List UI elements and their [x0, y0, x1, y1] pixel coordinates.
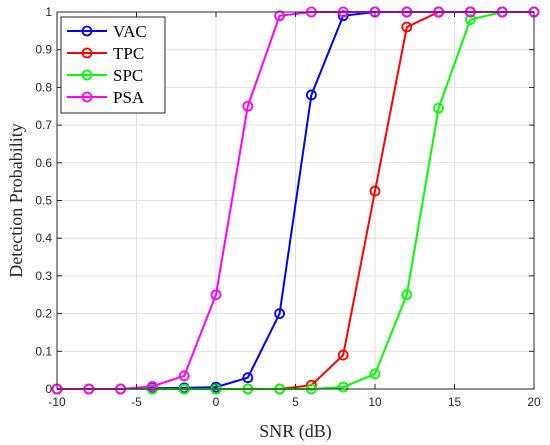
x-tick-label: 20	[527, 395, 541, 409]
y-tick-label: 0.1	[35, 344, 52, 358]
legend-label-tpc: TPC	[113, 44, 144, 63]
y-tick-label: 0.3	[35, 269, 52, 283]
data-point-spc	[369, 368, 381, 380]
y-tick-label: 0.4	[35, 231, 52, 245]
legend-label-vac: VAC	[113, 22, 147, 41]
y-tick-label: 0.2	[35, 307, 52, 321]
legend-marker-psa	[81, 91, 93, 103]
ticks: -10 -5 0 5 10 15 20 0 0.1 0.2 0.3 0.4 0.5 0.6 0.7 0.8 0.…	[35, 5, 541, 409]
data-point-tpc	[369, 185, 381, 197]
x-tick-label: -10	[48, 395, 66, 409]
data-point-tpc	[401, 21, 413, 33]
y-tick-label: 0.5	[35, 194, 52, 208]
legend: VAC TPC SPC PSA	[60, 16, 166, 114]
legend-label-psa: PSA	[113, 88, 145, 107]
data-point-psa	[242, 100, 254, 112]
data-point-spc	[337, 381, 349, 393]
data-point-spc	[464, 14, 476, 25]
y-tick-label: 0.6	[35, 156, 52, 170]
legend-label-spc: SPC	[113, 66, 143, 85]
x-tick-label: -5	[131, 395, 142, 409]
legend-marker-spc	[81, 69, 93, 81]
y-tick-label: 0.7	[35, 118, 52, 132]
data-point-vac	[305, 89, 317, 101]
y-tick-label: 1	[45, 5, 52, 19]
x-tick-label: 10	[368, 395, 382, 409]
x-tick-label: 0	[213, 395, 220, 409]
x-axis-title: SNR (dB)	[259, 421, 332, 442]
y-tick-label: 0.9	[35, 43, 52, 57]
y-axis-title: Detection Probability	[6, 123, 26, 277]
legend-marker-vac	[81, 25, 93, 37]
y-tick-label: 0.8	[35, 80, 52, 94]
data-point-tpc	[337, 349, 349, 361]
data-point-vac	[274, 308, 286, 320]
legend-marker-tpc	[81, 47, 93, 59]
y-tick-label: 0	[45, 382, 52, 396]
x-tick-label: 15	[448, 395, 462, 409]
data-point-psa	[146, 380, 158, 392]
data-point-psa	[178, 370, 190, 382]
legend-box	[60, 16, 166, 114]
data-point-psa	[274, 10, 286, 22]
data-point-spc	[401, 289, 413, 301]
data-point-spc	[433, 102, 445, 114]
data-point-vac	[242, 372, 254, 384]
x-tick-label: 5	[292, 395, 299, 409]
data-point-psa	[210, 289, 222, 301]
